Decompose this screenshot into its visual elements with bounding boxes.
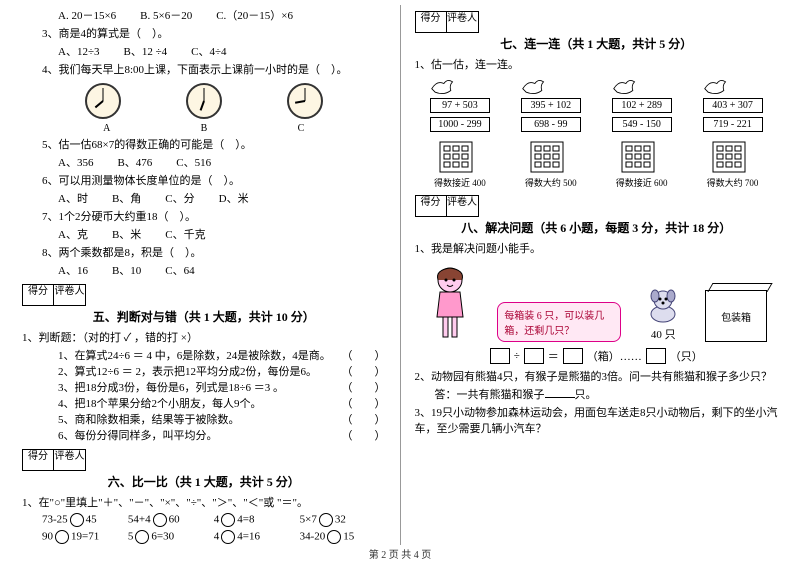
q6-options: A、时 B、角 C、分 D、米 <box>22 190 386 206</box>
clock-a-icon <box>85 83 121 119</box>
score-cell: 得分 <box>22 284 54 306</box>
score-box-5: 得分 评卷人 <box>22 284 386 306</box>
sec6-title: 六、比一比（共 1 大题，共计 5 分） <box>22 473 386 490</box>
blank-box[interactable] <box>490 348 510 364</box>
sec5-items: 1、在算式24÷6 ＝ 4 中，6是除数，24是被除数，4是商。（ ） 2、算式… <box>22 347 386 443</box>
score-box-7: 得分 评卷人 <box>415 11 779 33</box>
clock-labels: A B C <box>22 123 386 134</box>
building-icon <box>616 136 660 176</box>
sec7-title: 七、连一连（共 1 大题，共计 5 分） <box>415 35 779 52</box>
q5-options: A、356 B、476 C、516 <box>22 154 386 170</box>
sec7-stem: 1、估一估，连一连。 <box>415 56 779 72</box>
girl-icon <box>425 262 475 342</box>
q5-stem: 5、估一估68×7的得数正确的可能是（ ）。 <box>22 136 386 152</box>
dove-icon <box>430 76 456 98</box>
bird-row: 97 + 503 395 + 102 102 + 289 403 + 307 <box>415 76 779 113</box>
speech-bubble: 每箱装 6 只，可以装几箱，还剩几只？ <box>497 302 621 342</box>
marker-cell: 评卷人 <box>54 284 86 306</box>
opt-a: A. 20－15×6 <box>58 7 116 23</box>
building-row: 得数接近 400 得数大约 500 得数接近 600 得数大约 700 <box>415 136 779 189</box>
dove-icon <box>612 76 638 98</box>
sec8-q2: 2、动物园有熊猫4只，有猴子是熊猫的3倍。问一共有熊猫和猴子多少只？ <box>415 368 779 384</box>
q8-stem: 8、两个乘数都是8，积是（ ）。 <box>22 244 386 260</box>
answer-blank[interactable] <box>545 386 575 398</box>
score-box-8: 得分 评卷人 <box>415 195 779 217</box>
q3-stem: 3、商是4的算式是（ ）。 <box>22 25 386 41</box>
q7-stem: 7、1个2分硬币大约重18（ ）。 <box>22 208 386 224</box>
equation-row[interactable]: ÷ ＝ （箱）…… （只） <box>415 348 779 364</box>
sec8-q1: 1、我是解决问题小能手。 <box>415 240 779 256</box>
q2-options: A. 20－15×6 B. 5×6－20 C.（20－15）×6 <box>22 7 386 23</box>
page-footer: 第 2 页 共 4 页 <box>0 546 800 561</box>
toy-count: 40 只 <box>643 326 683 342</box>
q6-stem: 6、可以用测量物体长度单位的是（ ）。 <box>22 172 386 188</box>
sec8-title: 八、解决问题（共 6 小题，每题 3 分，共计 18 分） <box>415 219 779 236</box>
expr-box-row: 1000 - 299 698 - 99 549 - 150 719 - 221 <box>415 117 779 132</box>
opt-b: B. 5×6－20 <box>140 7 192 23</box>
problem-illustration: 每箱装 6 只，可以装几箱，还剩几只？ 40 只 包装箱 <box>415 262 779 342</box>
column-divider <box>400 5 401 545</box>
clock-c-icon <box>287 83 323 119</box>
clock-row <box>22 79 386 123</box>
q7-options: A、克 B、米 C、千克 <box>22 226 386 242</box>
dove-icon <box>521 76 547 98</box>
sec6-stem: 1、在"○"里填上"＋"、"－"、"×"、"÷"、"＞"、"＜"或 "＝"。 <box>22 494 386 510</box>
building-icon <box>707 136 751 176</box>
q4-stem: 4、我们每天早上8:00上课，下面表示上课前一小时的是（ ）。 <box>22 61 386 77</box>
dove-icon <box>703 76 729 98</box>
toy-dog-icon <box>643 286 683 326</box>
q3-options: A、12÷3 B、12 ÷4 C、4÷4 <box>22 43 386 59</box>
opt-c: C.（20－15）×6 <box>216 7 293 23</box>
sec8-q3: 3、19只小动物参加森林运动会，用面包车送走8只小动物后，剩下的坐小汽车，至少需… <box>415 404 779 436</box>
circle-input[interactable] <box>70 513 84 527</box>
sec5-stem: 1、判断题：（对的打 ✓ ，错的打 ×） <box>22 329 386 345</box>
sec5-title: 五、判断对与错（共 1 大题，共计 10 分） <box>22 308 386 325</box>
package-box: 包装箱 <box>705 290 767 342</box>
q8-options: A、16 B、10 C、64 <box>22 262 386 278</box>
compare-grid: 73-2545 54+460 44=8 5×732 9019=71 56=30 … <box>22 513 386 544</box>
building-icon <box>434 136 478 176</box>
sec8-q2-answer: 答：一共有熊猫和猴子只。 <box>415 386 779 402</box>
clock-b-icon <box>186 83 222 119</box>
score-box-6: 得分 评卷人 <box>22 449 386 471</box>
building-icon <box>525 136 569 176</box>
